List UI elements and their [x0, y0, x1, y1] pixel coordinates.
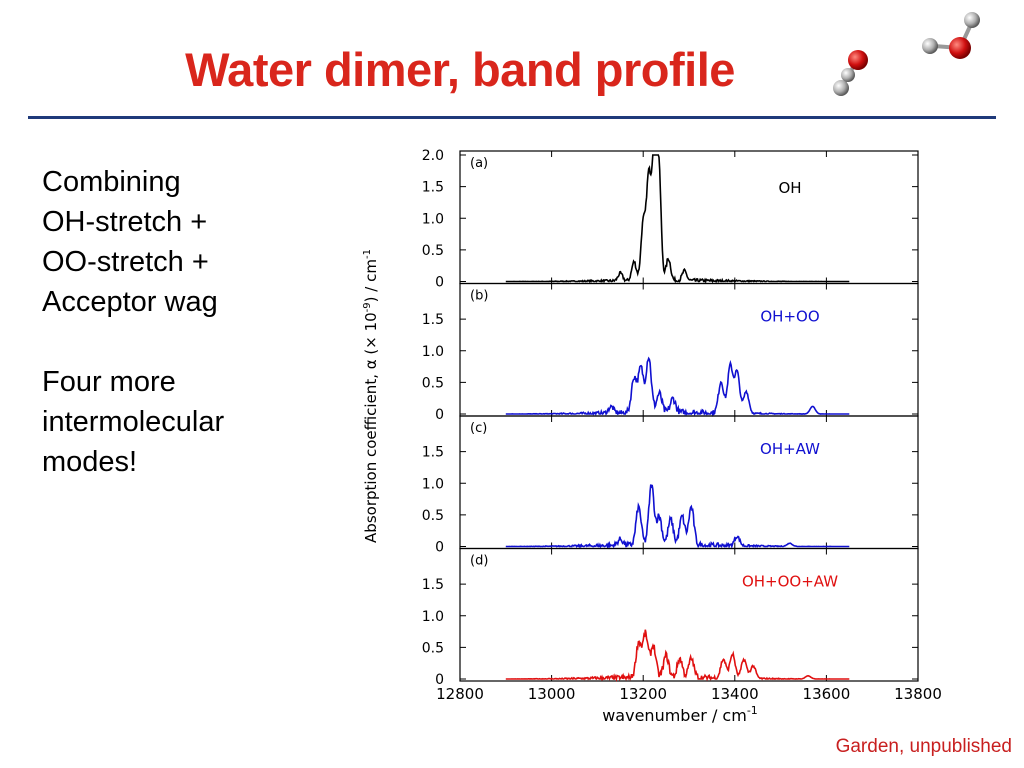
slide-title: Water dimer, band profile — [185, 43, 735, 96]
water-molecule-icon — [833, 50, 868, 96]
text-line: Acceptor wag — [42, 286, 218, 318]
panel-label: (d) — [470, 554, 488, 569]
text-line: OH-stretch + — [42, 206, 208, 238]
y-tick-label: 0.5 — [422, 243, 444, 259]
y-tick-label: 1.5 — [422, 445, 444, 461]
bullet-text: Combining OH-stretch + OO-stretch + Acce… — [42, 162, 342, 522]
y-axis-label: Absorption coefficient, α (× 10-9) / cm-… — [362, 249, 380, 543]
text-line: Four more — [42, 366, 176, 398]
panel-frame — [459, 547, 919, 682]
title-divider — [28, 116, 996, 119]
spectrum-line — [505, 484, 850, 550]
x-axis-label-superscript: -1 — [747, 704, 758, 717]
y-tick-label: 1.0 — [422, 344, 444, 360]
text-block-1: Combining OH-stretch + OO-stretch + Acce… — [42, 162, 342, 322]
panel-frame — [459, 150, 919, 285]
y-tick-label: 2.0 — [422, 148, 444, 164]
panel-label: (a) — [470, 156, 488, 171]
text-block-2: Four more intermolecular modes! — [42, 362, 342, 482]
water-molecule-icon — [922, 12, 980, 59]
x-axis-label: wavenumber / cm-1 — [602, 704, 758, 725]
y-tick-label: 1.0 — [422, 476, 444, 492]
x-tick-label: 13600 — [803, 685, 851, 703]
y-tick-label: 1.5 — [422, 180, 444, 196]
panel-frame — [459, 415, 919, 550]
panel-frame — [459, 282, 919, 417]
series-legend: OH — [778, 179, 801, 197]
y-tick-label: 1.5 — [422, 312, 444, 328]
y-tick-label: 1.0 — [422, 211, 444, 227]
x-tick-label: 13400 — [711, 685, 759, 703]
y-tick-label: 0 — [435, 275, 444, 291]
y-tick-label: 0.5 — [422, 508, 444, 524]
y-axis-label-suffix: ) / cm — [362, 259, 380, 302]
x-tick-label: 13000 — [528, 685, 576, 703]
series-legend: OH+OO — [760, 308, 819, 326]
y-axis-label-superscript: -9 — [362, 302, 373, 312]
y-axis-label-superscript: -1 — [362, 249, 373, 259]
x-tick-label: 12800 — [436, 685, 484, 703]
y-tick-label: 0 — [435, 407, 444, 423]
text-line: intermolecular — [42, 406, 225, 438]
text-line: modes! — [42, 446, 138, 478]
spectrum-line — [505, 356, 850, 418]
series-legend: OH+AW — [760, 440, 820, 458]
spectrum-line — [505, 629, 850, 683]
x-tick-label: 13800 — [894, 685, 942, 703]
y-tick-label: 0 — [435, 672, 444, 688]
y-tick-label: 1.0 — [422, 609, 444, 625]
text-line: OO-stretch + — [42, 246, 209, 278]
panel-label: (b) — [470, 289, 488, 304]
credit-text: Garden, unpublished — [835, 736, 1012, 757]
series-legend: OH+OO+AW — [742, 573, 838, 591]
y-tick-label: 0.5 — [422, 640, 444, 656]
text-line: Combining — [42, 166, 181, 198]
y-tick-label: 0 — [435, 540, 444, 556]
y-tick-label: 1.5 — [422, 577, 444, 593]
absorption-spectra-figure: 2.0 1.5 1.0 0.5 0 (a) OH 1.5 1.0 0.5 0 (b) OH+OO 1.5 1… — [362, 148, 942, 725]
panel-label: (c) — [470, 421, 487, 436]
x-tick-label: 13200 — [619, 685, 667, 703]
spectrum-line — [505, 154, 850, 284]
y-tick-label: 0.5 — [422, 375, 444, 391]
